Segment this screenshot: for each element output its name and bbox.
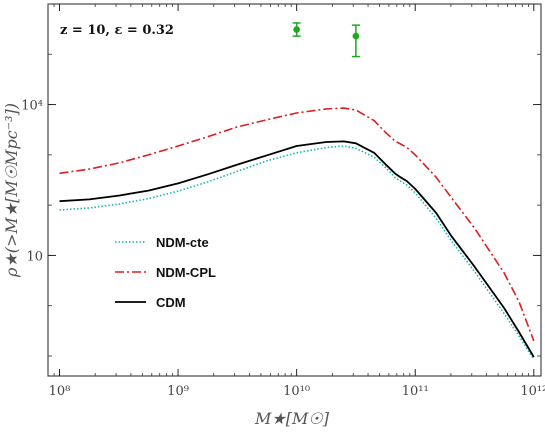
y-tick-label: 10⁴ (21, 99, 43, 114)
x-tick-label: 10¹² (520, 384, 545, 399)
x-tick-label: 10¹⁰ (283, 384, 310, 399)
legend-label-ndm-cte: NDM-cte (156, 235, 209, 250)
data-point (293, 26, 300, 33)
plot-frame (47, 3, 542, 377)
legend-label-ndm-cpl: NDM-CPL (156, 265, 216, 280)
series-line-cdm (59, 140, 535, 358)
legend-label-cdm: CDM (156, 295, 186, 310)
x-tick-label: 10⁹ (167, 384, 189, 399)
redshift-annotation: z = 10, ε = 0.32 (60, 23, 174, 38)
major-ticks (48, 4, 541, 376)
y-axis-title: ρ★(>M★[M☉Mpc⁻³]) (2, 103, 21, 278)
y-tick-label: 10 (26, 249, 43, 264)
data-point (352, 32, 360, 40)
x-tick-label: 10⁸ (49, 384, 71, 399)
legend: NDM-cte NDM-CPL CDM (115, 235, 216, 310)
series-line-ndm-cpl (59, 107, 535, 342)
error-points (292, 22, 360, 58)
x-tick-labels: 10⁸ 10⁹ 10¹⁰ 10¹¹ 10¹² (49, 384, 545, 399)
series-lines (59, 107, 535, 360)
x-axis-title: M★[M☉] (254, 409, 330, 428)
series-line-ndm-cte (59, 145, 535, 360)
minor-ticks (47, 3, 541, 376)
y-tick-labels: 10 10⁴ (21, 99, 43, 265)
x-tick-label: 10¹¹ (402, 384, 429, 399)
